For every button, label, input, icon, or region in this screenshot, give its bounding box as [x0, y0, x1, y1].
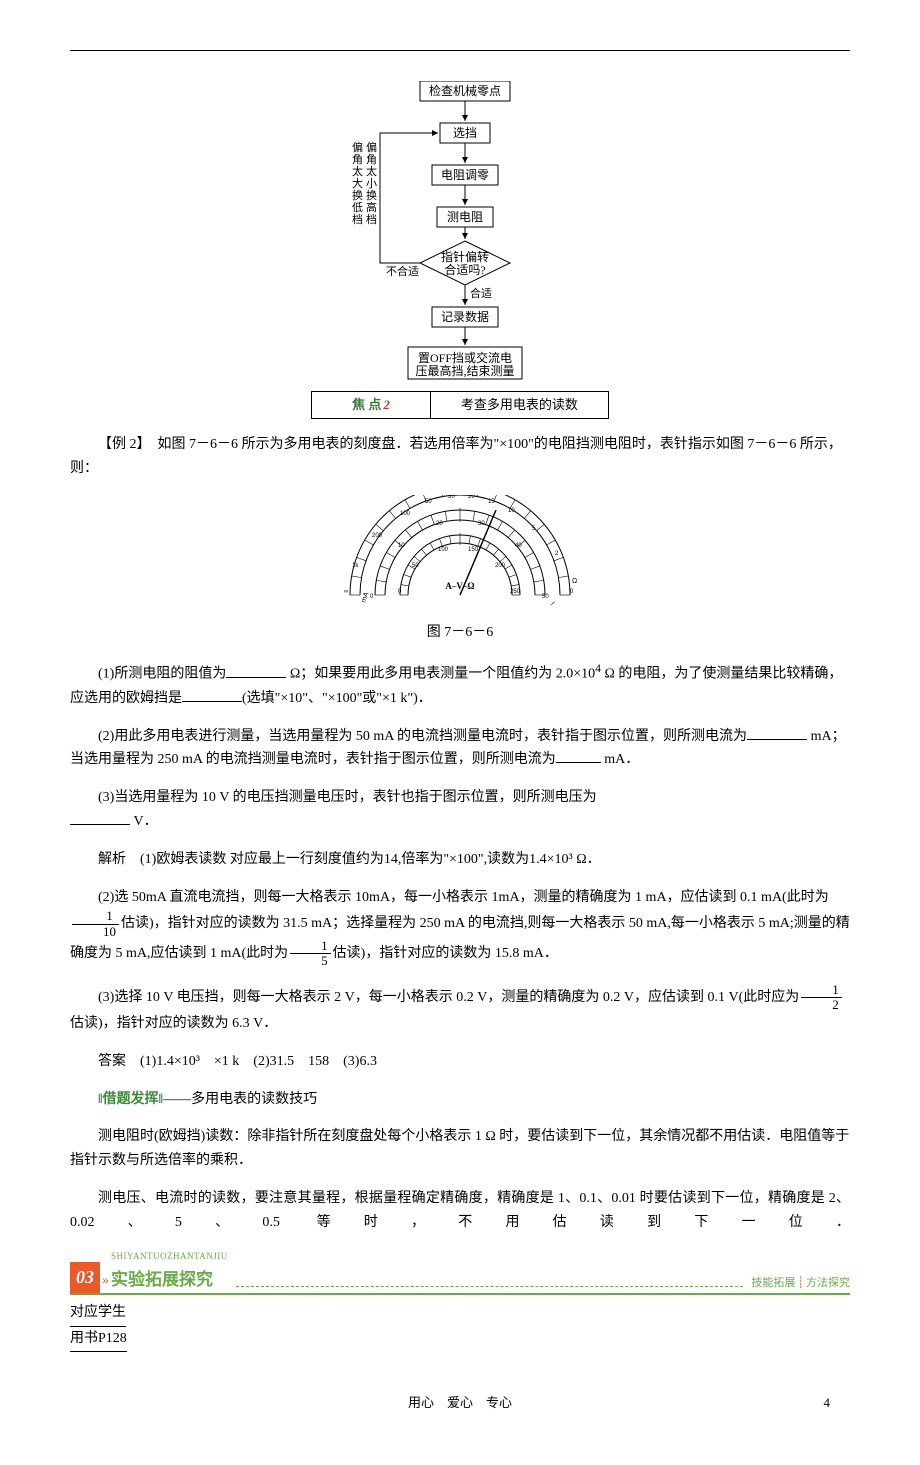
svg-text:250: 250: [510, 589, 521, 595]
flow-node-2: 选挡: [453, 126, 477, 140]
banner-pinyin: SHIYANTUOZHANTANJIU: [111, 1249, 228, 1264]
flow-label-unfit: 不合适: [386, 264, 419, 278]
flow-node-1: 检查机械零点: [429, 83, 501, 98]
flow-side-left1: 偏角太大换低档: [352, 140, 363, 226]
svg-text:100: 100: [438, 547, 449, 553]
focus-title: 考查多用电表的读数: [431, 391, 609, 419]
flow-node-7b: 压最高挡,结束测量: [415, 363, 514, 378]
svg-text:150: 150: [468, 547, 479, 553]
svg-text:50: 50: [425, 499, 432, 505]
banner-arrow-icon: »: [102, 1269, 109, 1293]
question-2: (2)用此多用电表进行测量，当选用量程为 50 mA 的电流挡测量电流时，表针指…: [70, 725, 850, 773]
flowchart-diagram: 检查机械零点 选挡 电阻调零 测电阻 指针偏转 合适吗? 记录数据 置OFF挡或…: [70, 81, 850, 381]
svg-text:1k: 1k: [352, 563, 359, 569]
svg-text:V: V: [548, 601, 556, 605]
solution-1: 解析 (1)欧姆表读数 对应最上一行刻度值约为14,倍率为"×100",读数为1…: [70, 848, 850, 872]
svg-text:0: 0: [570, 589, 574, 595]
svg-text:200: 200: [372, 533, 383, 539]
top-divider: [70, 50, 850, 51]
page-footer: 用心 爱心 专心 4: [70, 1392, 850, 1414]
svg-text:∞: ∞: [344, 589, 348, 595]
svg-text:100: 100: [400, 511, 411, 517]
example-intro: 【例 2】 如图 7－6－6 所示为多用电表的刻度盘．若选用倍率为"×100"的…: [70, 433, 850, 481]
flow-node-5a: 指针偏转: [441, 249, 489, 264]
page-number: 4: [824, 1392, 831, 1414]
flow-side-left2: 偏角太小换高档: [366, 140, 377, 226]
extra-p1: 测电阻时(欧姆挡)读数：除非指针所在刻度盘处每个小格表示 1 Ω 时，要估读到下…: [70, 1125, 850, 1173]
meter-dial: ∞ 1k 200 100 50 30 20 15 10 5 2 0 Ω 0 10…: [70, 495, 850, 614]
banner-dash: [236, 1286, 744, 1287]
extra-title-line: ‖借题发挥‖――多用电表的读数技巧: [70, 1088, 850, 1112]
svg-text:20: 20: [436, 521, 443, 527]
focus-box: 焦 点 2 考查多用电表的读数: [70, 391, 850, 419]
svg-text:10: 10: [508, 508, 515, 514]
svg-text:20: 20: [468, 495, 475, 500]
footer-text: 用心 爱心 专心: [408, 1395, 512, 1410]
answer: 答案 (1)1.4×10³ ×1 k (2)31.5 158 (3)6.3: [70, 1050, 850, 1074]
svg-text:2: 2: [555, 551, 559, 557]
section-banner: 03 » SHIYANTUOZHANTANJIU 实验拓展探究 技能拓展┊方法探…: [70, 1249, 850, 1295]
svg-text:A–V–Ω: A–V–Ω: [445, 581, 474, 591]
svg-text:Ω: Ω: [572, 578, 577, 585]
svg-text:0: 0: [398, 589, 402, 595]
svg-text:30: 30: [478, 521, 485, 527]
solution-2: (2)选 50mA 直流电流挡，则每一大格表示 10mA，每一小格表示 1mA，…: [70, 886, 850, 969]
flow-node-6: 记录数据: [441, 309, 489, 324]
solution-3: (3)选择 10 V 电压挡，则每一大格表示 2 V，每一小格表示 0.2 V，…: [70, 983, 850, 1036]
flow-node-3: 电阻调零: [441, 168, 489, 182]
focus-label: 焦 点: [352, 394, 381, 416]
banner-title: 实验拓展探究: [111, 1266, 228, 1295]
svg-text:mA: mA: [360, 591, 370, 604]
focus-number: 2: [383, 394, 390, 416]
flow-node-7a: 置OFF挡或交流电: [418, 350, 512, 365]
question-1: (1)所测电阻的阻值为 Ω；如果要用此多用电表测量一个阻值约为 2.0×104 …: [70, 659, 850, 710]
extra-p2: 测电压、电流时的读数，要注意其量程，根据量程确定精确度，精确度是 1、0.1、0…: [70, 1187, 850, 1235]
question-3: (3)当选用量程为 10 V 的电压挡测量电压时，表针也指于图示位置，则所测电压…: [70, 786, 850, 834]
svg-text:15: 15: [488, 499, 495, 505]
svg-text:200: 200: [495, 563, 506, 569]
flow-node-4: 测电阻: [447, 210, 483, 224]
figure-caption: 图 7－6－6: [70, 621, 850, 645]
banner-right: 技能拓展┊方法探究: [751, 1274, 850, 1293]
flow-label-fit: 合适: [470, 286, 492, 300]
extra-title: ‖借题发挥‖: [98, 1092, 163, 1107]
svg-text:0: 0: [370, 594, 374, 600]
svg-text:30: 30: [448, 495, 455, 500]
banner-number: 03: [70, 1262, 100, 1293]
flow-node-5b: 合适吗?: [444, 262, 485, 277]
corresponding-book: 对应学生 用书P128: [70, 1301, 850, 1353]
